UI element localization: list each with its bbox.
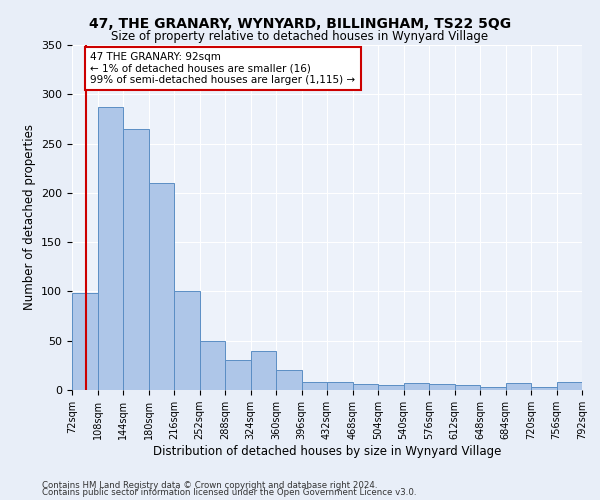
Bar xyxy=(199,340,225,390)
Bar xyxy=(505,383,531,390)
Bar xyxy=(404,383,429,390)
Bar xyxy=(531,387,557,390)
Bar xyxy=(97,107,123,390)
Y-axis label: Number of detached properties: Number of detached properties xyxy=(23,124,35,310)
Bar xyxy=(251,350,276,390)
Bar xyxy=(455,385,480,390)
Text: Contains public sector information licensed under the Open Government Licence v3: Contains public sector information licen… xyxy=(42,488,416,497)
Bar xyxy=(149,183,174,390)
Bar xyxy=(480,387,505,390)
X-axis label: Distribution of detached houses by size in Wynyard Village: Distribution of detached houses by size … xyxy=(153,445,501,458)
Bar xyxy=(429,384,455,390)
Text: 47 THE GRANARY: 92sqm
← 1% of detached houses are smaller (16)
99% of semi-detac: 47 THE GRANARY: 92sqm ← 1% of detached h… xyxy=(91,52,356,85)
Bar xyxy=(276,370,302,390)
Bar xyxy=(225,360,251,390)
Text: Contains HM Land Registry data © Crown copyright and database right 2024.: Contains HM Land Registry data © Crown c… xyxy=(42,480,377,490)
Text: 47, THE GRANARY, WYNYARD, BILLINGHAM, TS22 5QG: 47, THE GRANARY, WYNYARD, BILLINGHAM, TS… xyxy=(89,18,511,32)
Bar xyxy=(327,382,353,390)
Bar xyxy=(378,385,404,390)
Bar xyxy=(123,129,149,390)
Bar xyxy=(353,384,378,390)
Bar xyxy=(557,382,582,390)
Bar xyxy=(72,294,97,390)
Bar xyxy=(174,292,199,390)
Text: Size of property relative to detached houses in Wynyard Village: Size of property relative to detached ho… xyxy=(112,30,488,43)
Bar xyxy=(302,382,327,390)
